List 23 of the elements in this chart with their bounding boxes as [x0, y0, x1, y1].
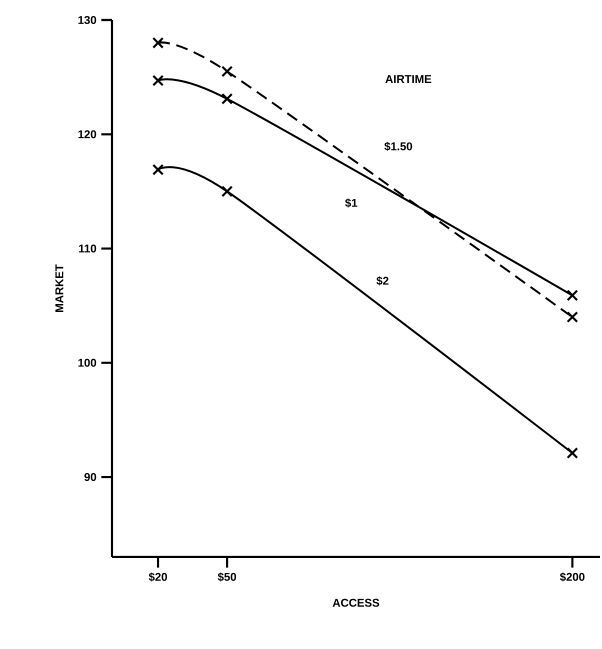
series-label: $2 [376, 276, 388, 286]
point [152, 74, 164, 86]
text: $1 [345, 198, 358, 208]
x-tick-label: $50 [218, 572, 236, 582]
point [566, 290, 578, 302]
y-tick-label: 90 [84, 473, 96, 482]
y-axis-title: MARKET [55, 264, 64, 312]
x-tick-label: $20 [148, 572, 168, 582]
x-tick-label: $200 [560, 572, 585, 582]
y-tick-label: 130 [78, 16, 96, 24]
point [566, 311, 578, 323]
annotation: AIRTIME [385, 75, 432, 83]
y-tick-label: 110 [79, 244, 96, 253]
point [221, 186, 233, 198]
point [221, 93, 233, 105]
x-axis-title: ACCESS [332, 598, 380, 607]
point [221, 66, 233, 78]
y-tick-label: 120 [78, 130, 96, 138]
point [152, 37, 164, 49]
y-tick-label: 100 [78, 358, 96, 367]
point [152, 164, 164, 176]
point [566, 447, 578, 459]
text: $1.50 [384, 142, 412, 152]
